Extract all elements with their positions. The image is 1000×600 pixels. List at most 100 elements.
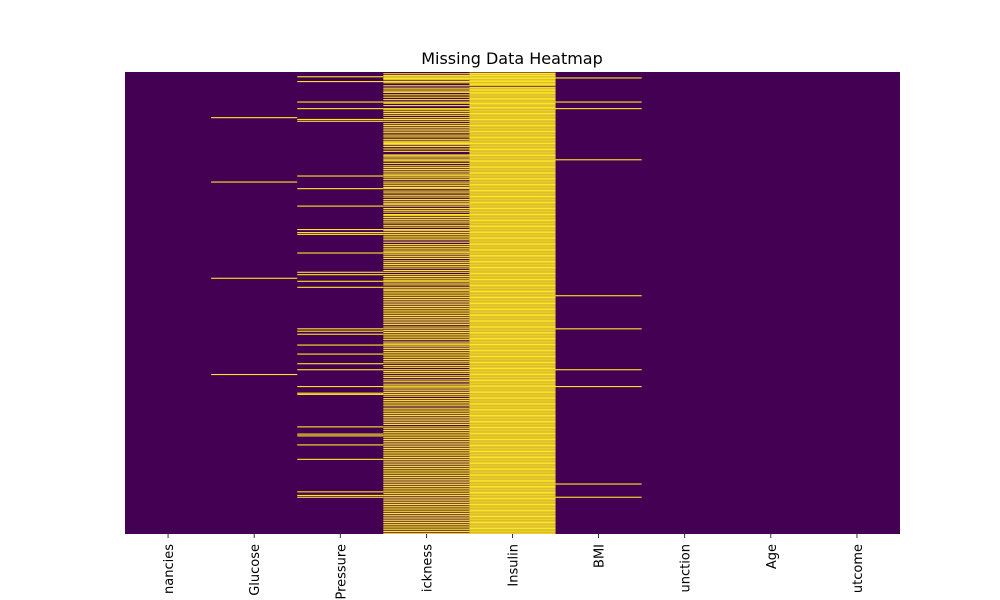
missing-cell — [469, 322, 556, 324]
missing-cell — [297, 353, 384, 355]
missing-cell — [297, 205, 384, 207]
missing-cell — [469, 345, 556, 347]
missing-cell — [469, 170, 556, 172]
missing-cell — [469, 216, 556, 218]
x-tick-label: Insulin — [507, 544, 522, 587]
missing-cell — [469, 513, 556, 515]
missing-cell — [469, 140, 556, 142]
missing-cell — [383, 265, 470, 267]
missing-cell — [383, 438, 470, 441]
missing-cell — [469, 219, 556, 222]
missing-cell — [555, 77, 642, 79]
missing-cell — [469, 489, 556, 491]
missing-cell — [383, 390, 470, 392]
missing-cell — [297, 108, 384, 110]
missing-cell — [469, 266, 556, 269]
missing-cell — [469, 442, 556, 444]
missing-cell — [469, 236, 556, 238]
missing-cell — [297, 333, 384, 335]
missing-cell — [383, 496, 470, 498]
missing-cell — [469, 401, 556, 403]
missing-cell — [469, 256, 556, 258]
missing-cell — [383, 464, 470, 466]
missing-cell — [383, 118, 470, 121]
missing-cell — [469, 521, 556, 524]
missing-cell — [383, 101, 470, 103]
missing-cell — [383, 271, 470, 273]
missing-cell — [297, 433, 384, 435]
missing-cell — [469, 240, 556, 242]
missing-cell — [469, 517, 556, 519]
missing-cell — [469, 441, 556, 443]
missing-cell — [469, 304, 556, 306]
missing-cell — [469, 254, 556, 256]
missing-cell — [383, 362, 470, 364]
missing-cell — [469, 117, 556, 119]
missing-cell — [469, 477, 556, 479]
missing-cell — [469, 159, 556, 161]
missing-cell — [383, 256, 470, 258]
missing-cell — [469, 459, 556, 461]
missing-cell — [211, 117, 298, 119]
missing-cell — [469, 144, 556, 146]
missing-cell — [469, 494, 556, 496]
missing-cell — [383, 386, 470, 388]
missing-cell — [469, 224, 556, 226]
missing-cell — [469, 389, 556, 391]
missing-cell — [383, 435, 470, 437]
missing-cell — [383, 351, 470, 353]
missing-cell — [383, 437, 470, 439]
missing-cell — [469, 115, 556, 117]
missing-cell — [469, 340, 556, 342]
missing-cell — [469, 436, 556, 438]
missing-cell — [383, 181, 470, 183]
missing-cell — [297, 458, 384, 460]
missing-cell — [469, 386, 556, 388]
missing-cell — [383, 331, 470, 333]
missing-cell — [469, 466, 556, 468]
missing-cell — [469, 195, 556, 198]
missing-cell — [469, 200, 556, 202]
missing-cell — [383, 75, 470, 77]
missing-cell — [383, 91, 470, 93]
missing-cell — [469, 511, 556, 513]
missing-cell — [469, 503, 556, 506]
missing-cell — [469, 390, 556, 392]
missing-cell — [383, 172, 470, 174]
missing-cell — [469, 337, 556, 339]
missing-cell — [383, 498, 470, 500]
missing-cell — [469, 361, 556, 364]
missing-cell — [469, 149, 556, 151]
missing-cell — [469, 335, 556, 337]
missing-cell — [297, 233, 384, 235]
missing-cell — [383, 399, 470, 401]
heatmap-plot-area — [125, 72, 900, 534]
missing-cell — [469, 531, 556, 533]
missing-cell — [383, 76, 470, 78]
missing-cell — [297, 81, 384, 83]
missing-cell — [469, 274, 556, 276]
missing-cell — [469, 387, 556, 389]
missing-cell — [469, 512, 556, 514]
missing-cell — [469, 191, 556, 193]
missing-cell — [469, 312, 556, 314]
missing-cell — [383, 220, 470, 222]
missing-cell — [383, 473, 470, 475]
missing-cell — [383, 341, 470, 343]
x-tick-label: Age — [765, 544, 780, 569]
missing-cell — [469, 460, 556, 462]
missing-cell — [383, 358, 470, 361]
missing-cell — [469, 461, 556, 463]
missing-cell — [383, 512, 470, 515]
missing-cell — [469, 321, 556, 323]
missing-cell — [469, 396, 556, 398]
missing-cell — [383, 480, 470, 482]
missing-cell — [383, 385, 470, 387]
missing-cell — [297, 363, 384, 365]
missing-cell — [297, 188, 384, 190]
missing-cell — [469, 244, 556, 246]
missing-cell — [469, 303, 556, 305]
missing-cell — [469, 158, 556, 160]
missing-cell — [383, 241, 470, 243]
missing-cell — [383, 395, 470, 397]
